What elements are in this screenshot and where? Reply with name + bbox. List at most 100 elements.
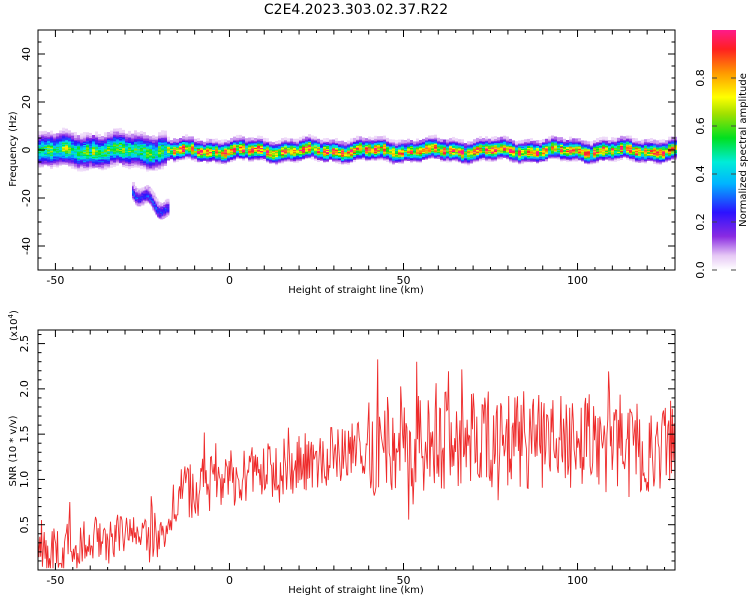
spectrogram-cell [494,136,497,140]
spectrogram-cell [56,133,59,137]
spectrogram-cell [314,157,317,161]
spectrogram-cell [629,137,632,141]
spectrogram-cell [428,135,431,139]
spectrogram-cell [467,141,470,145]
spectrogram-cell [119,129,122,133]
spectrogram-cell [464,143,467,147]
spectrogram-cell [614,158,617,162]
spectrogram-cell [74,132,77,135]
spectrogram-cell [224,139,227,143]
figure-title: C2E4.2023.303.02.37.R22 [264,2,448,18]
spectrogram-cell [296,138,299,142]
spectrogram-cell [134,163,137,167]
spectrogram-cell [176,138,179,142]
spectrogram-cell [506,136,509,140]
spectrogram-cell [380,136,383,140]
spectrogram-cell [545,138,548,142]
spectrogram-cell [311,135,314,139]
spectrogram-cell [566,159,569,163]
spectrogram-cell [53,133,56,137]
spectrogram-cell [416,140,419,144]
spectrogram-cell [560,137,563,141]
spectrogram-cell [164,162,167,166]
spectrogram-cell [125,164,128,168]
spectrogram-cell [143,132,146,135]
spectrogram-cell [242,136,245,140]
spectrogram-cell [128,165,131,169]
spectrogram-cell [239,134,242,138]
spectrogram-cell [620,135,623,139]
spectrogram-cell [302,135,305,139]
spectrogram-cell [95,131,98,135]
spectrogram-cell [146,168,149,172]
spectrogram-cell [431,135,434,139]
spectrogram-cell [110,130,113,134]
spectrogram-cell [575,138,578,142]
spectrogram-cell [650,138,653,141]
spectrogram-cell [281,138,284,142]
spectrogram-cell [479,158,482,162]
spectrogram-cell [473,139,476,143]
spectrogram-cell [131,133,134,137]
spectrogram-cells [38,127,677,220]
spectrogram-cell [104,134,107,138]
spectrogram-cell [614,137,617,141]
spectrogram-cell [155,136,158,140]
spectrogram-cell [521,139,524,143]
spectrogram-cell [404,140,407,143]
spectrogram-cell [113,128,116,132]
spectrogram-cell [275,141,278,144]
spectrogram-cell [140,130,143,134]
spectrogram-cell [461,139,464,143]
spectrogram-cell [626,135,629,139]
spectrogram-cell [458,139,461,143]
spectrogram-cell [140,166,143,170]
spectrogram-cell [656,140,659,144]
spectrogram-cell [497,137,500,141]
spectrogram-cell [236,136,239,140]
spectrogram-cell [500,136,503,140]
spectrogram-cell [71,162,74,166]
spectrogram-cell [365,138,368,142]
spectrogram-cell [437,137,440,141]
spectrogram-cell [569,138,572,142]
spectrogram-cell [599,137,602,141]
spectrogram-cell [584,140,587,144]
spectrogram-cell [653,160,656,164]
spectrogram-cell [185,136,188,140]
spectrogram-cell [290,138,293,142]
spectrogram-cell [245,138,248,142]
spectrogram-cell [161,130,164,134]
spectrogram-cell [569,136,572,140]
spectrogram-cell [95,134,98,138]
spectrogram-cell [416,138,419,142]
spectrogram-cell [362,137,365,141]
spectrogram-cell [182,136,185,139]
spectrogram-cell [133,186,137,189]
spectrogram-cell [509,138,512,142]
spectrogram-cell [170,140,173,144]
spectrogram-cell [86,134,89,138]
spectrogram-cell [605,139,608,143]
spectrogram-cell [665,140,668,144]
spectrogram-cell [299,136,302,140]
spectrogram-cell [662,139,665,143]
spectrogram-cell [383,135,386,139]
spectrogram-cell [266,138,269,142]
spectrogram-cell [527,138,530,142]
spectrogram-cell [344,142,347,146]
spectrogram-cell [353,159,356,163]
spectrogram-cell [284,139,287,143]
spectrogram-cell [479,138,482,142]
spectrogram-cell [386,137,389,141]
spectrogram-cell [446,139,449,143]
spectrogram-cell [212,138,215,142]
spectrogram-cell [347,140,350,144]
spectrogram-cell [641,139,644,143]
spectrogram-cell [68,130,71,134]
spectrogram-cell [146,135,149,139]
spectrogram-cell [350,138,353,142]
spectrogram-cell [623,136,626,140]
spectrogram-cell [140,132,143,136]
spectrogram-cell [368,138,371,142]
